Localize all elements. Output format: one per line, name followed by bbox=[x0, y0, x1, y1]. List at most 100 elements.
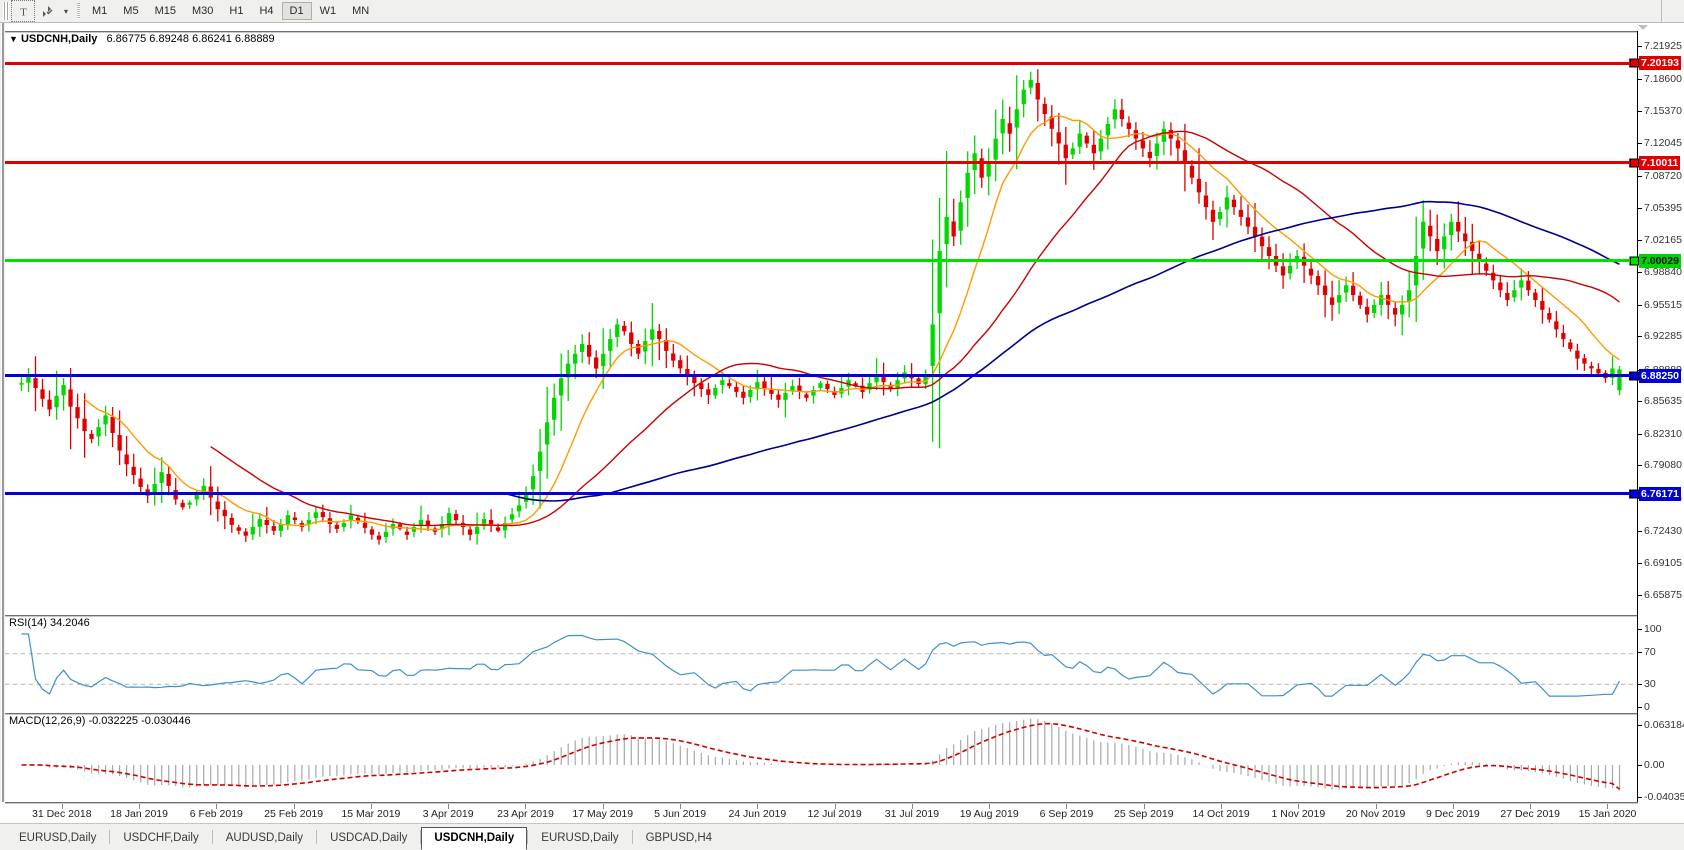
crosshair-tool-button[interactable] bbox=[35, 0, 59, 22]
date-tick bbox=[61, 804, 63, 809]
date-label: 25 Feb 2019 bbox=[264, 808, 324, 820]
rsi-label: RSI(14) 34.2046 bbox=[9, 617, 90, 629]
tab-separator bbox=[631, 830, 633, 844]
chart-tab-eurusd-daily[interactable]: EURUSD,Daily bbox=[19, 832, 97, 844]
price-tag-blue[interactable]: 6.88250 bbox=[1639, 368, 1681, 383]
chart-scrollbar-top[interactable] bbox=[0, 23, 1684, 31]
price-tag-handle[interactable] bbox=[1630, 256, 1639, 266]
price-tag-handle[interactable] bbox=[1630, 58, 1639, 68]
date-label: 15 Mar 2019 bbox=[341, 808, 401, 820]
price-label: 6.95515 bbox=[1644, 298, 1682, 311]
price-tick bbox=[1638, 465, 1642, 467]
price-tick bbox=[1638, 304, 1642, 306]
price-tick bbox=[1638, 336, 1642, 338]
timeframe-w1[interactable]: W1 bbox=[319, 5, 337, 17]
rsi-axis-label: 0 bbox=[1644, 701, 1650, 713]
price-tag-blue[interactable]: 6.76171 bbox=[1639, 486, 1681, 501]
timeframe-mn[interactable]: MN bbox=[352, 5, 370, 17]
horizontal-line-resistance[interactable] bbox=[5, 61, 1638, 65]
chart-tab-audusd-daily[interactable]: AUDUSD,Daily bbox=[225, 832, 304, 844]
timeframe-h1[interactable]: H1 bbox=[229, 5, 244, 17]
date-label: 24 Jun 2019 bbox=[728, 808, 787, 820]
price-label: 7.12045 bbox=[1644, 137, 1682, 150]
rsi-plot-area[interactable] bbox=[5, 615, 1638, 711]
svg-text:T: T bbox=[20, 6, 27, 18]
price-label: 7.08720 bbox=[1644, 169, 1682, 182]
date-label: 6 Feb 2019 bbox=[189, 808, 243, 820]
price-label: 6.79080 bbox=[1644, 459, 1682, 472]
date-label: 18 Jan 2019 bbox=[110, 808, 168, 820]
timeframe-h4[interactable]: H4 bbox=[259, 5, 274, 17]
date-tick bbox=[1221, 804, 1223, 809]
tab-separator bbox=[109, 830, 111, 844]
price-tick bbox=[1638, 78, 1642, 80]
tab-separator bbox=[316, 830, 318, 844]
price-label: 6.69105 bbox=[1644, 557, 1682, 570]
date-tick bbox=[911, 804, 913, 809]
chart-tab-usdcad-daily[interactable]: USDCAD,Daily bbox=[330, 832, 408, 844]
date-tick bbox=[602, 804, 604, 809]
price-label: 6.92285 bbox=[1644, 330, 1682, 343]
toolbar-grip[interactable] bbox=[3, 2, 9, 20]
date-tick bbox=[370, 804, 372, 809]
rsi-pane[interactable]: RSI(14) 34.2046 bbox=[5, 615, 1638, 711]
rsi-tick bbox=[1638, 629, 1642, 630]
chart-tab-eurusd-daily[interactable]: EURUSD,Daily bbox=[541, 832, 619, 844]
timeframe-m1[interactable]: M1 bbox=[92, 5, 108, 17]
date-label: 6 Sep 2019 bbox=[1039, 808, 1094, 820]
price-candlestick-svg bbox=[19, 69, 1622, 545]
price-scale[interactable]: 7.21925 7.18600 7.15370 7.12045 7.08720 7.053… bbox=[1630, 31, 1684, 803]
date-label: 19 Aug 2019 bbox=[959, 808, 1019, 820]
chart-symbol-label: USDCNH,Daily bbox=[20, 33, 98, 45]
macd-axis-label: 0.00 bbox=[1644, 759, 1665, 771]
price-pane[interactable]: ▼ USDCNH,Daily 6.86775 6.89248 6.86241 6… bbox=[5, 31, 1638, 613]
macd-pane[interactable]: MACD(12,26,9) -0.032225 -0.030446 bbox=[5, 713, 1638, 802]
price-plot-area[interactable] bbox=[5, 31, 1638, 613]
tool-dropdown-arrow[interactable]: ▾ bbox=[63, 6, 68, 16]
horizontal-line-support[interactable] bbox=[5, 492, 1638, 496]
rsi-tick bbox=[1638, 707, 1642, 708]
macd-tick bbox=[1638, 765, 1642, 766]
price-tag-handle[interactable] bbox=[1630, 489, 1639, 499]
date-scale[interactable]: 31 Dec 2018 18 Jan 2019 6 Feb 2019 25 Feb 2… bbox=[0, 802, 1684, 823]
date-label: 15 Jan 2020 bbox=[1578, 808, 1637, 820]
date-tick bbox=[989, 804, 991, 809]
price-tick bbox=[1638, 208, 1642, 210]
price-tag-red[interactable]: 7.20193 bbox=[1639, 56, 1681, 71]
toolbar-overflow-button[interactable] bbox=[1661, 0, 1684, 22]
date-label: 14 Oct 2019 bbox=[1192, 808, 1250, 820]
timeframe-d1[interactable]: D1 bbox=[281, 2, 312, 20]
date-tick bbox=[1375, 804, 1377, 809]
chart-tab-usdchf-daily[interactable]: USDCHF,Daily bbox=[123, 832, 199, 844]
timeframe-m30[interactable]: M30 bbox=[191, 5, 214, 17]
price-tag-green[interactable]: 7.00029 bbox=[1639, 253, 1681, 268]
price-tick bbox=[1638, 530, 1642, 532]
price-tag-handle[interactable] bbox=[1630, 158, 1639, 168]
timeframe-m5[interactable]: M5 bbox=[123, 5, 139, 17]
timeframe-m15[interactable]: M15 bbox=[154, 5, 176, 17]
horizontal-line-support[interactable] bbox=[5, 374, 1638, 378]
price-tag-red[interactable]: 7.10011 bbox=[1639, 155, 1681, 170]
date-tick bbox=[216, 804, 218, 809]
macd-plot-area[interactable] bbox=[5, 713, 1638, 802]
date-label: 31 Dec 2018 bbox=[31, 808, 92, 820]
horizontal-line-resistance[interactable] bbox=[5, 161, 1638, 165]
chart-tab-gbpusd-h4[interactable]: GBPUSD,H4 bbox=[645, 832, 713, 844]
toolbar-separator bbox=[77, 3, 80, 19]
collapse-arrow-icon[interactable]: ▼ bbox=[9, 34, 18, 44]
text-tool-button[interactable]: T bbox=[11, 0, 35, 22]
scroll-indicator[interactable] bbox=[1638, 25, 1648, 30]
horizontal-line-pivot[interactable] bbox=[5, 259, 1638, 263]
macd-axis-label: -0.040355 bbox=[1644, 791, 1684, 803]
date-tick bbox=[139, 804, 141, 809]
chart-ohlc-label: 6.86775 6.89248 6.86241 6.88889 bbox=[106, 33, 275, 45]
macd-svg bbox=[21, 718, 1621, 791]
chart-workspace: ▼ USDCNH,Daily 6.86775 6.89248 6.86241 6… bbox=[0, 23, 1684, 823]
date-label: 1 Nov 2019 bbox=[1271, 808, 1326, 820]
price-label: 7.05395 bbox=[1644, 202, 1682, 215]
date-label: 12 Jul 2019 bbox=[807, 808, 862, 820]
date-label: 20 Nov 2019 bbox=[1345, 808, 1406, 820]
price-tag-handle[interactable] bbox=[1630, 371, 1639, 381]
chart-tab-usdcnh-daily[interactable]: USDCNH,Daily bbox=[421, 827, 528, 850]
date-tick bbox=[680, 804, 682, 809]
